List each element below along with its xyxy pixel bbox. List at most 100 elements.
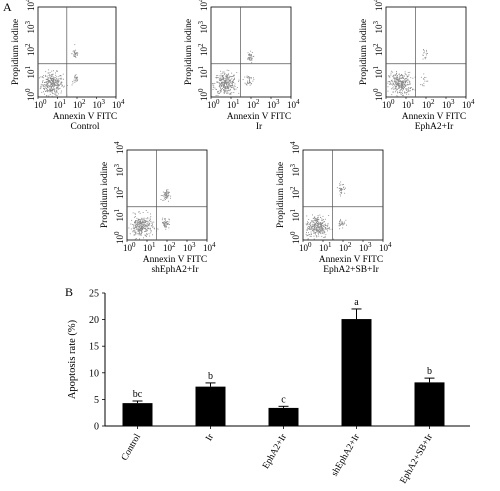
live-cell-point: [398, 87, 400, 89]
live-cell-point: [321, 224, 322, 225]
early-apoptotic-point: [249, 82, 251, 83]
live-cell-point: [404, 78, 406, 79]
early-apoptotic-point: [74, 75, 76, 76]
live-cell-point: [320, 226, 322, 228]
live-cell-point: [218, 90, 219, 92]
live-cell-point: [145, 236, 147, 237]
live-cell-point: [316, 224, 317, 226]
live-cell-point: [56, 87, 57, 89]
late-apoptotic-point: [165, 192, 167, 193]
live-cell-point: [57, 79, 59, 81]
live-cell-point: [319, 226, 321, 227]
live-cell-point: [47, 84, 49, 86]
early-apoptotic-point: [249, 79, 250, 81]
x-tick-label: 101: [54, 98, 67, 110]
live-cell-point: [405, 80, 407, 82]
live-cell-point: [405, 84, 407, 86]
late-apoptotic-point: [166, 197, 167, 199]
live-cell-point: [145, 228, 146, 230]
live-cell-point: [318, 223, 320, 225]
live-cell-point: [397, 75, 398, 76]
tick-base: 10: [115, 212, 125, 222]
y-tick-label: 101: [289, 209, 301, 222]
live-cell-point: [54, 82, 55, 84]
late-apoptotic-point: [341, 188, 343, 190]
late-apoptotic-point: [426, 54, 427, 56]
live-cell-point: [56, 95, 58, 96]
tick-base: 10: [26, 47, 36, 57]
live-cell-point: [392, 91, 394, 93]
live-cell-point: [407, 78, 409, 80]
live-cell-point: [409, 81, 411, 83]
live-cell-point: [57, 86, 59, 88]
live-cell-point: [316, 228, 318, 230]
live-cell-point: [231, 78, 233, 80]
live-cell-point: [326, 225, 328, 226]
live-cell-point: [53, 93, 55, 95]
significance-letter: a: [354, 297, 359, 308]
live-cell-point: [395, 91, 396, 93]
live-cell-point: [223, 78, 225, 80]
tick-exponent: 2: [348, 241, 352, 249]
live-cell-point: [50, 88, 52, 90]
live-cell-point: [139, 238, 140, 240]
live-cell-point: [42, 85, 44, 87]
tick-base: 10: [199, 47, 209, 57]
live-cell-point: [130, 228, 132, 230]
y-tick-label: 103: [113, 164, 125, 177]
live-cell-point: [216, 82, 218, 83]
early-apoptotic-point: [165, 221, 167, 223]
live-cell-point: [138, 234, 140, 236]
live-cell-point: [224, 90, 225, 92]
live-cell-point: [322, 219, 324, 221]
live-cell-point: [394, 74, 396, 76]
live-cell-point: [404, 83, 406, 85]
tick-base: 10: [374, 92, 384, 102]
live-cell-point: [140, 219, 142, 221]
live-cell-point: [306, 224, 308, 226]
live-cell-point: [312, 228, 314, 230]
live-cell-point: [45, 78, 47, 80]
live-cell-point: [414, 89, 416, 91]
early-apoptotic-point: [253, 77, 254, 79]
live-cell-point: [222, 87, 224, 88]
live-cell-point: [401, 77, 403, 79]
late-apoptotic-point: [75, 54, 76, 56]
live-cell-point: [40, 86, 42, 88]
late-apoptotic-point: [339, 190, 340, 192]
late-apoptotic-point: [343, 184, 344, 185]
live-cell-point: [225, 79, 226, 81]
late-apoptotic-point: [74, 56, 76, 57]
live-cell-point: [226, 74, 228, 76]
live-cell-point: [141, 226, 143, 228]
live-cell-point: [137, 229, 139, 231]
late-apoptotic-point: [164, 194, 166, 196]
live-cell-point: [324, 226, 326, 228]
y-axis-title: Propidium iodine: [359, 19, 369, 85]
early-apoptotic-point: [164, 226, 166, 228]
live-cell-point: [142, 222, 144, 224]
live-cell-point: [219, 79, 221, 81]
live-cell-point: [63, 85, 65, 87]
live-cell-point: [319, 227, 320, 229]
live-cell-point: [224, 88, 226, 89]
live-cell-point: [392, 87, 394, 89]
live-cell-point: [323, 231, 325, 232]
live-cell-point: [400, 80, 401, 82]
early-apoptotic-point: [246, 76, 248, 78]
live-cell-point: [49, 73, 51, 75]
live-cell-point: [134, 234, 136, 236]
late-apoptotic-point: [248, 55, 250, 56]
live-cell-point: [212, 84, 214, 86]
late-apoptotic-point: [74, 51, 75, 53]
live-cell-point: [138, 211, 140, 213]
live-cell-point: [402, 85, 403, 87]
live-cell-point: [55, 80, 56, 82]
late-apoptotic-point: [426, 51, 428, 53]
live-cell-point: [313, 217, 315, 219]
live-cell-point: [401, 80, 403, 82]
late-apoptotic-point: [423, 51, 425, 53]
live-cell-point: [146, 226, 148, 227]
late-apoptotic-point: [73, 52, 75, 54]
late-apoptotic-point: [166, 190, 167, 192]
